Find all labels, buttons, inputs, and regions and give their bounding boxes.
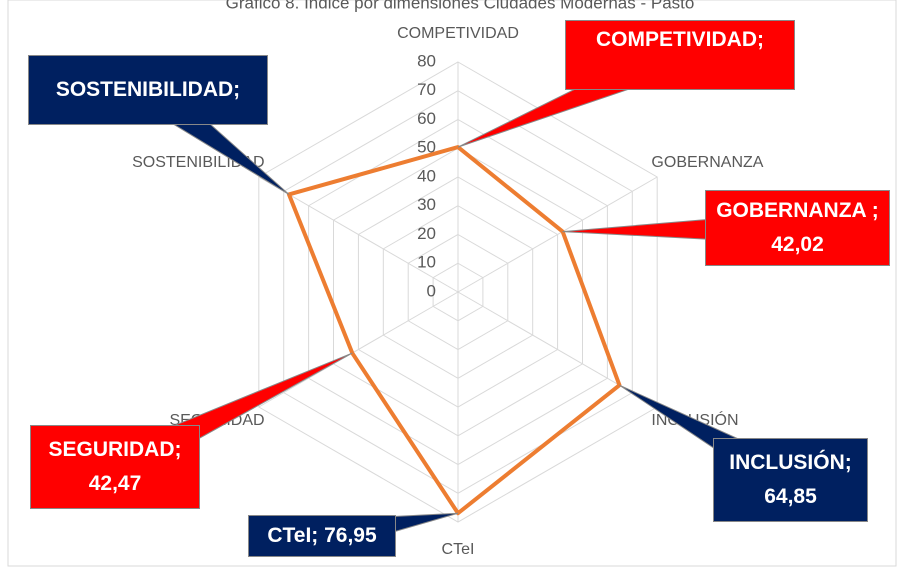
y-tick-label: 10	[417, 253, 436, 272]
y-tick-label: 20	[417, 224, 436, 243]
category-label: GOBERNANZA	[651, 154, 763, 171]
data-label: INCLUSIÓN; 64,85	[713, 438, 868, 522]
chart-title: Gráfico 8. Índice por dimensiones Ciudad…	[226, 0, 695, 12]
y-tick-label: 40	[417, 166, 436, 185]
y-tick-label: 30	[417, 195, 436, 214]
y-tick-label: 70	[417, 80, 436, 99]
category-label: CTeI	[442, 541, 475, 558]
data-label: SEGURIDAD; 42,47	[30, 425, 200, 509]
y-tick-label: 0	[427, 281, 436, 300]
data-label: COMPETIVIDAD;	[565, 20, 795, 90]
data-label: SOSTENIBILIDAD;	[28, 55, 268, 125]
frame	[7, 0, 897, 567]
y-tick-label: 80	[417, 51, 436, 70]
series-line	[286, 145, 622, 516]
axis-line	[258, 291, 459, 408]
axis-line	[258, 176, 459, 293]
category-label: COMPETIVIDAD	[397, 25, 519, 42]
y-tick-label: 50	[417, 138, 436, 157]
y-tick-label: 60	[417, 109, 436, 128]
axis-line	[457, 176, 658, 293]
data-label: CTeI; 76,95	[248, 515, 396, 557]
data-label: GOBERNANZA ; 42,02	[705, 190, 890, 266]
